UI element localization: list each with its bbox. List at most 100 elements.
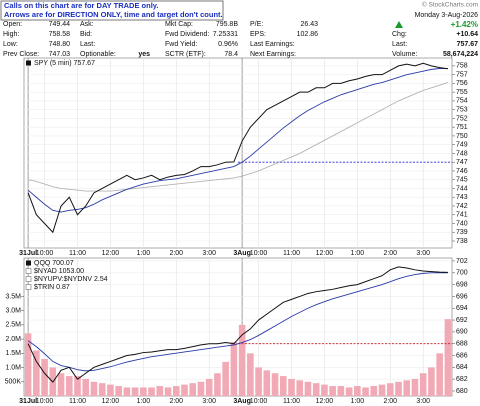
y-tick-label: 692 <box>456 317 468 324</box>
y-tick-label: 500K <box>5 379 22 386</box>
volume-bar <box>205 378 213 396</box>
copyright: © StockCharts.com <box>422 1 478 9</box>
volume-bar <box>214 373 221 396</box>
moving-average <box>27 272 448 372</box>
plot-area <box>23 257 453 397</box>
quote-label: Mkt Cap: <box>165 21 193 28</box>
x-tick-label: 2:00 <box>169 250 183 257</box>
y-tick-label: 755 <box>456 89 468 96</box>
x-tick-label: 3:00 <box>416 398 430 405</box>
x-tick-label: 1:00 <box>351 250 365 257</box>
y-tick-label: 739 <box>456 229 468 236</box>
volume-bar <box>24 333 32 396</box>
volume-bar <box>321 384 328 396</box>
y-tick-label: 738 <box>456 238 468 245</box>
x-tick-label: 2:00 <box>169 398 183 405</box>
quote-label: Last Earnings: <box>250 41 295 48</box>
quote-value: 749.44 <box>49 21 71 28</box>
volume-bar <box>395 381 402 396</box>
moving-average <box>27 68 448 213</box>
quote-value: +10.64 <box>456 31 478 38</box>
legend-swatch <box>26 60 31 66</box>
legend-label: QQQ 700.07 <box>34 260 74 267</box>
volume-bar <box>337 386 345 396</box>
volume-bar <box>436 353 443 396</box>
x-tick-label: 3Aug <box>233 398 251 405</box>
volume-bar <box>197 381 205 396</box>
quote-label: Ask: <box>80 21 94 28</box>
up-arrow <box>395 21 403 28</box>
volume-bar <box>378 384 386 396</box>
volume-bar <box>33 350 40 396</box>
x-tick-label: 12:00 <box>316 250 334 257</box>
volume-bar <box>428 367 435 396</box>
quote-value: 0.96% <box>218 41 238 48</box>
quote-label: Last: <box>80 41 95 48</box>
quote-value: 758.58 <box>49 31 71 38</box>
x-tick-label: 31Jul <box>19 398 37 405</box>
y-tick-label: 686 <box>456 352 468 359</box>
y-tick-label: 684 <box>456 364 468 371</box>
volume-bar <box>90 381 98 396</box>
quote-value: yes <box>138 51 150 58</box>
quote-value: 26.43 <box>300 21 318 28</box>
volume-bar <box>403 380 411 396</box>
volume-bar <box>247 353 254 396</box>
volume-bar <box>172 386 180 396</box>
quote-value: 7.25331 <box>213 31 238 38</box>
quote-label: Fwd Yield: <box>165 41 197 48</box>
y-tick-label: 3.0M <box>5 307 21 314</box>
quote-label: Next Earnings: <box>250 51 296 58</box>
x-tick-label: 3:00 <box>202 398 216 405</box>
x-tick-label: 11:00 <box>283 398 300 405</box>
plot-area <box>23 57 453 249</box>
volume-bar <box>98 383 106 396</box>
volume-bar <box>288 378 295 396</box>
quote-label: High: <box>3 31 19 38</box>
y-tick-label: 682 <box>456 376 468 383</box>
y-tick-label: 1.0M <box>5 364 21 371</box>
volume-bar <box>345 387 353 396</box>
change-pct: +1.42% <box>451 20 478 29</box>
y-tick-label: 696 <box>456 293 468 300</box>
volume-bar <box>57 373 65 396</box>
note-box <box>0 0 224 21</box>
quote-label: Prev Close: <box>3 51 39 58</box>
x-tick-label: 11:00 <box>69 398 86 405</box>
volume-bar <box>74 376 81 396</box>
y-tick-label: 746 <box>456 168 468 175</box>
volume-bar <box>263 370 271 396</box>
quote-value: 795.8B <box>216 21 239 28</box>
volume-bar <box>230 341 238 396</box>
volume-bar <box>156 386 164 396</box>
quote-label: SCTR (ETF): <box>165 51 206 58</box>
volume-bar <box>140 387 147 396</box>
y-tick-label: 700 <box>456 270 468 277</box>
volume-bar <box>255 367 262 396</box>
y-tick-label: 680 <box>456 388 468 395</box>
quote-date: Monday 3-Aug-2026 <box>415 12 479 19</box>
legend-swatch <box>26 260 31 266</box>
volume-bar <box>304 381 312 396</box>
quote-label: Chg: <box>392 31 407 38</box>
quote-label: Low: <box>3 41 18 48</box>
y-tick-label: 749 <box>456 142 468 149</box>
y-tick-label: 740 <box>456 220 468 227</box>
volume-bar <box>312 383 320 396</box>
y-tick-label: 754 <box>456 98 468 105</box>
x-tick-label: 1:00 <box>351 398 365 405</box>
quote-value: 747.03 <box>49 51 71 58</box>
volume-bar <box>189 383 197 396</box>
legend-label: SPY (5 min) 757.67 <box>34 60 95 67</box>
volume-bar <box>386 383 394 396</box>
y-tick-label: 747 <box>456 159 468 166</box>
quote-label: Bid: <box>80 31 92 38</box>
y-tick-label: 752 <box>456 115 468 122</box>
x-tick-label: 3:00 <box>202 250 216 257</box>
volume-bar <box>222 361 229 396</box>
volume-bar <box>370 386 378 396</box>
y-tick-label: 2.0M <box>5 336 21 343</box>
y-tick-label: 745 <box>456 177 468 184</box>
y-tick-label: 688 <box>456 341 468 348</box>
